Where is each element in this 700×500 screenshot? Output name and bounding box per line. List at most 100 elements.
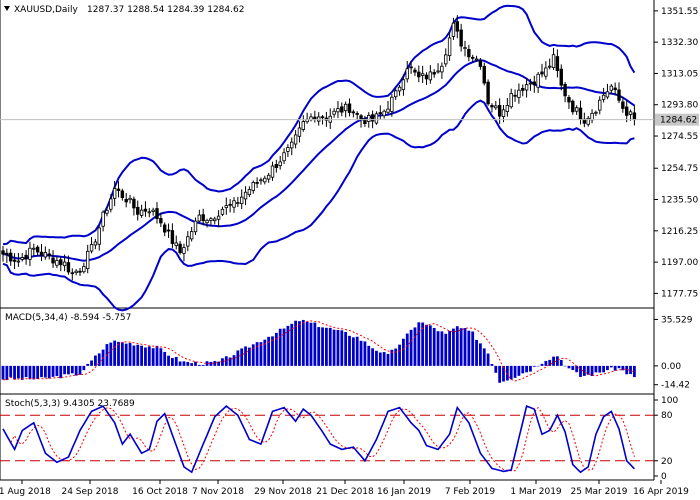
candle-body <box>455 21 459 32</box>
candle <box>105 206 109 217</box>
candle-body <box>332 110 336 115</box>
macd-bar <box>417 322 421 366</box>
macd-bar <box>328 327 332 366</box>
candle-body <box>143 208 148 212</box>
candle-body <box>351 111 356 114</box>
candle <box>205 218 209 228</box>
macd-bar <box>613 365 617 371</box>
macd-bar <box>74 365 78 376</box>
candle-body <box>220 208 225 215</box>
macd-bar <box>63 365 66 375</box>
macd-bar <box>525 365 528 373</box>
macd-bar <box>209 361 213 366</box>
macd-bar <box>155 345 159 366</box>
candle <box>459 23 463 52</box>
macd-bar <box>428 325 432 366</box>
macd-tick-label: -14.42 <box>661 381 690 391</box>
candle <box>259 177 263 185</box>
candle <box>505 97 510 117</box>
candle-body <box>609 85 613 91</box>
macd-bar <box>455 326 459 366</box>
candle-body <box>213 218 217 222</box>
candle-body <box>432 72 436 75</box>
macd-bar <box>344 331 348 366</box>
candle-body <box>239 196 244 204</box>
macd-bar <box>629 365 632 375</box>
macd-bar <box>305 321 309 366</box>
candle <box>109 194 113 213</box>
candle <box>43 246 48 260</box>
macd-bar <box>348 335 351 366</box>
macd-bar <box>313 322 317 366</box>
candle <box>51 250 55 268</box>
candle <box>413 67 417 76</box>
candle <box>243 186 248 206</box>
candle <box>16 252 21 267</box>
macd-bar <box>240 348 244 366</box>
candle <box>463 40 467 57</box>
macd-bar <box>359 340 363 366</box>
candle <box>232 197 236 213</box>
candle <box>355 111 359 120</box>
candle-body <box>101 211 105 227</box>
candle-body <box>420 73 425 76</box>
candle <box>5 248 9 263</box>
candle <box>386 101 390 114</box>
macd-bar <box>47 365 51 379</box>
candle <box>24 250 28 265</box>
stoch-tick-label: 100 <box>661 396 678 406</box>
candle <box>509 88 513 109</box>
candle-body <box>505 105 510 112</box>
macd-bar <box>321 327 324 366</box>
candle <box>305 112 309 124</box>
candle <box>239 189 244 210</box>
candle-body <box>555 56 560 72</box>
candle-body <box>201 214 205 222</box>
candle-body <box>621 101 625 109</box>
candle-body <box>393 90 398 98</box>
current-price-label: 1284.62 <box>660 116 697 126</box>
macd-bar <box>552 356 555 366</box>
candle <box>155 202 159 224</box>
candle <box>255 177 259 188</box>
macd-tick-label: 0.00 <box>661 362 681 372</box>
current-price-label-bg <box>655 113 699 126</box>
candle <box>578 100 583 125</box>
candle <box>490 103 494 113</box>
candle-body <box>447 37 452 57</box>
time-tick-label: 24 Sep 2018 <box>61 487 118 497</box>
candle-body <box>390 96 394 112</box>
candle <box>336 101 340 118</box>
candle-body <box>278 161 282 167</box>
macd-bar <box>194 361 197 366</box>
candle-body <box>5 252 9 256</box>
candle <box>328 108 332 130</box>
candle <box>605 83 610 100</box>
macd-bar <box>633 365 636 378</box>
candle <box>563 82 567 103</box>
price-tick-label: 1332.30 <box>661 38 698 48</box>
candle-body <box>228 203 232 206</box>
stoch-tick-label: 0 <box>661 472 667 482</box>
price-tick-label: 1254.75 <box>661 164 698 174</box>
macd-bar <box>375 350 378 366</box>
candle <box>1 245 5 262</box>
price-tick-label: 1235.50 <box>661 196 698 206</box>
candle <box>86 244 90 274</box>
candle <box>55 256 59 269</box>
macd-bar <box>502 365 505 382</box>
macd-bar <box>55 365 59 377</box>
price-tick-label: 1197.00 <box>661 258 698 268</box>
time-tick-label: 21 Dec 2018 <box>316 487 374 497</box>
price-tick-label: 1293.80 <box>661 101 698 111</box>
macd-bar <box>13 365 16 380</box>
macd-bar <box>248 347 251 366</box>
macd-bar <box>40 365 43 378</box>
macd-bar <box>386 353 390 366</box>
macd-bar <box>140 345 143 366</box>
candle-body <box>89 244 94 252</box>
candle-body <box>286 147 290 152</box>
macd-bar <box>147 346 151 366</box>
candle <box>544 61 548 80</box>
